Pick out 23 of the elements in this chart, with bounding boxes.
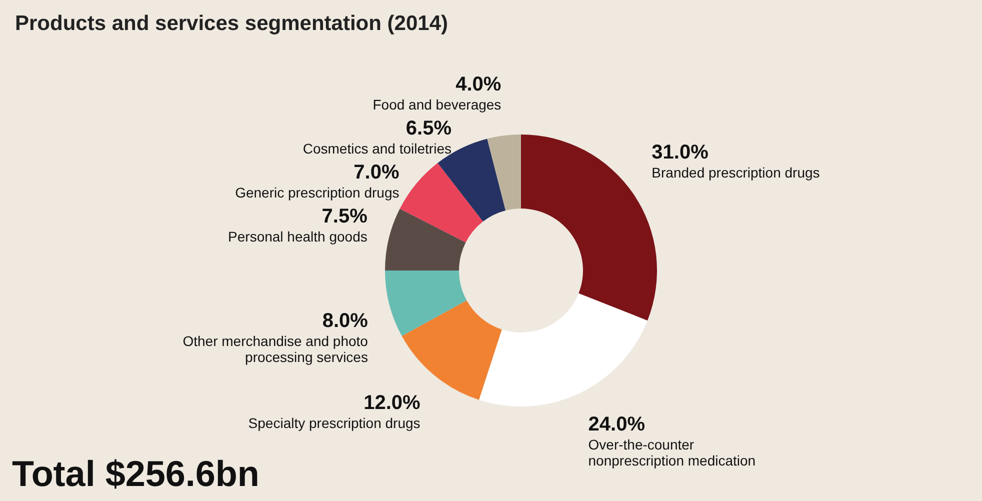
data-label: 6.5% bbox=[406, 118, 452, 140]
slice-label: Branded prescription drugs bbox=[652, 164, 820, 181]
slice-label: Personal health goods bbox=[228, 228, 368, 245]
slice-label: Specialty prescription drugs bbox=[248, 415, 420, 432]
data-label: 31.0% bbox=[652, 142, 709, 164]
slice-label: Over-the-counter nonprescription medication bbox=[588, 436, 756, 468]
slice-label: Food and beverages bbox=[372, 96, 502, 113]
donut-slice bbox=[487, 134, 521, 210]
slice-label: Other merchandise and photo processing services bbox=[182, 332, 368, 365]
donut-slice bbox=[385, 208, 466, 270]
data-label: 7.0% bbox=[354, 162, 400, 184]
data-label: 8.0% bbox=[322, 310, 368, 332]
data-label: 7.5% bbox=[322, 206, 368, 228]
chart-title: Products and services segmentation (2014) bbox=[15, 12, 448, 35]
slice-label: Generic prescription drugs bbox=[235, 184, 400, 201]
donut-slice bbox=[400, 163, 483, 242]
data-label: 24.0% bbox=[588, 413, 646, 436]
slice-label: Cosmetics and toiletries bbox=[302, 140, 452, 157]
donut-slice bbox=[478, 293, 648, 406]
donut-slice bbox=[385, 270, 467, 336]
data-label: 4.0% bbox=[456, 74, 502, 96]
text: Total $256.6bn bbox=[12, 453, 260, 495]
data-label: 12.0% bbox=[364, 392, 420, 414]
